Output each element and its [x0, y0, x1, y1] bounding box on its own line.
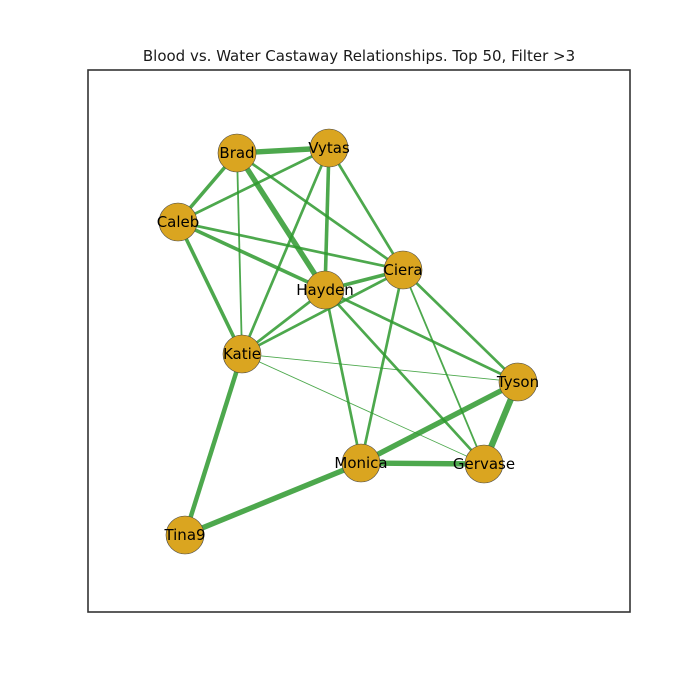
- node-tyson: Tyson: [496, 362, 539, 402]
- node-caleb: Caleb: [157, 202, 200, 242]
- edge-brad-ciera: [236, 151, 404, 272]
- node-circle: [165, 515, 205, 555]
- node-label: Tyson: [496, 373, 539, 391]
- node-brad: Brad: [217, 133, 257, 173]
- node-katie: Katie: [222, 334, 262, 374]
- edge-vytas-hayden: [323, 147, 331, 291]
- edge-katie-tina9: [182, 353, 245, 536]
- edge-caleb-ciera: [177, 220, 404, 272]
- node-label: Hayden: [296, 281, 354, 299]
- edge-brad-hayden: [234, 151, 328, 292]
- node-circle: [309, 128, 349, 168]
- node-circle: [158, 202, 198, 242]
- edge-hayden-monica: [323, 289, 363, 464]
- edge-caleb-hayden: [177, 220, 326, 292]
- node-hayden: Hayden: [296, 270, 354, 310]
- edge-katie-tyson: [241, 353, 519, 383]
- graph-title: Blood vs. Water Castaway Relationships. …: [142, 47, 576, 65]
- edge-katie-gervase: [241, 353, 485, 465]
- node-circle: [383, 250, 423, 290]
- node-tina9: Tina9: [163, 515, 206, 555]
- edge-vytas-caleb: [177, 146, 330, 224]
- node-vytas: Vytas: [308, 128, 350, 168]
- edge-ciera-gervase: [402, 269, 485, 465]
- edge-hayden-gervase: [324, 289, 485, 465]
- edge-ciera-katie: [241, 268, 404, 356]
- node-ciera: Ciera: [383, 250, 423, 290]
- node-circle: [222, 334, 262, 374]
- node-circle: [464, 444, 504, 484]
- edge-ciera-tyson: [402, 269, 519, 383]
- edge-brad-katie: [236, 152, 243, 355]
- node-monica: Monica: [334, 443, 388, 483]
- node-label: Katie: [223, 345, 261, 363]
- node-label: Ciera: [383, 261, 422, 279]
- edge-monica-tina9: [183, 460, 363, 538]
- node-label: Gervase: [453, 455, 515, 473]
- plot-frame: [87, 69, 631, 613]
- edge-hayden-tyson: [324, 288, 519, 384]
- node-circle: [341, 443, 381, 483]
- node-label: Tina9: [163, 526, 205, 544]
- node-label: Vytas: [308, 139, 350, 157]
- edge-vytas-ciera: [327, 147, 405, 271]
- node-circle: [217, 133, 257, 173]
- node-label: Caleb: [157, 213, 200, 231]
- edge-layer: [176, 145, 521, 538]
- edge-vytas-katie: [240, 147, 331, 355]
- edge-caleb-katie: [176, 221, 244, 355]
- edge-monica-gervase: [360, 460, 485, 467]
- node-label: Brad: [219, 144, 254, 162]
- node-circle: [498, 362, 538, 402]
- node-layer: Brad Vytas Caleb Ciera Hayden Katie Tyson Monic…: [157, 128, 539, 555]
- node-gervase: Gervase: [453, 444, 515, 484]
- edge-tyson-monica: [359, 379, 520, 466]
- node-label: Monica: [334, 454, 387, 472]
- edge-ciera-monica: [359, 269, 405, 464]
- node-circle: [305, 270, 345, 310]
